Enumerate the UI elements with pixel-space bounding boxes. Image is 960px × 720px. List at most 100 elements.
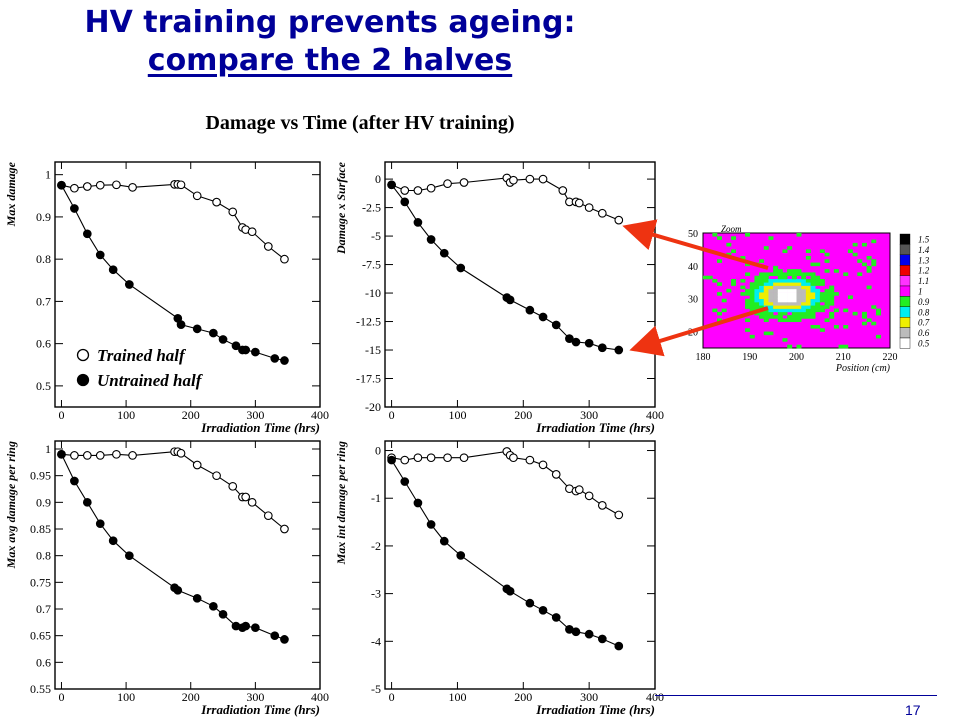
x-tick-label: 300 bbox=[580, 408, 598, 422]
heatmap-cell bbox=[810, 262, 816, 267]
data-point bbox=[614, 345, 624, 355]
heatmap-cell bbox=[745, 233, 751, 237]
heatmap-cell bbox=[810, 295, 816, 300]
x-tick-label: 0 bbox=[58, 690, 64, 704]
scale-label: 0.5 bbox=[918, 339, 930, 349]
heatmap-cell bbox=[763, 298, 769, 303]
y-tick-label: 0.8 bbox=[36, 549, 51, 563]
data-point bbox=[597, 634, 607, 644]
x-tick-label: 100 bbox=[117, 690, 135, 704]
heatmap-cell bbox=[829, 302, 835, 306]
heatmap-cell bbox=[759, 259, 765, 263]
x-tick-label: 0 bbox=[389, 690, 395, 704]
data-point bbox=[70, 451, 79, 460]
heatmap-cell bbox=[749, 282, 755, 286]
heatmap-cell bbox=[796, 295, 802, 300]
heatmap-cell bbox=[777, 282, 783, 286]
heatmap-cell bbox=[829, 315, 835, 319]
heatmap-cell bbox=[819, 249, 825, 254]
heatmap-cell bbox=[810, 279, 816, 283]
heatmap-cell bbox=[852, 252, 858, 257]
heatmap-cell bbox=[838, 344, 844, 349]
data-point bbox=[270, 354, 280, 363]
scale-swatch bbox=[899, 254, 911, 266]
heatmap-cell bbox=[721, 308, 727, 313]
heatmap-cell bbox=[819, 292, 825, 296]
heatmap-cell bbox=[801, 275, 807, 280]
heatmap-cell bbox=[763, 282, 769, 286]
scale-swatch bbox=[899, 265, 911, 276]
heatmap-cell bbox=[861, 242, 867, 247]
heatmap-cell bbox=[829, 288, 835, 293]
heatmap-cell bbox=[745, 328, 751, 332]
heatmap-cell bbox=[754, 292, 760, 296]
heatmap-cell bbox=[805, 302, 811, 306]
heatmap-cell bbox=[801, 292, 807, 296]
data-point bbox=[509, 453, 518, 463]
data-point bbox=[525, 174, 535, 184]
x-tick-label: 400 bbox=[311, 690, 329, 704]
data-point bbox=[95, 451, 105, 460]
heatmap-cell bbox=[768, 302, 774, 306]
heatmap-cell bbox=[805, 311, 811, 316]
heatmap-cell bbox=[847, 249, 853, 254]
plot-frame bbox=[54, 440, 321, 690]
scale-label: 1.1 bbox=[918, 276, 929, 286]
heatmap-cell bbox=[749, 292, 755, 296]
y-tick-label: -1 bbox=[371, 491, 381, 505]
heatmap-cell bbox=[763, 311, 769, 316]
heatmap-cell bbox=[754, 305, 760, 309]
heatmap-cell bbox=[861, 262, 867, 267]
heatmap-cell bbox=[810, 285, 816, 290]
chart-1: 0 100 200 300 400 0.5 0.6 0.7 0.8 0.9 1 Irradiation… bbox=[4, 161, 329, 435]
heatmap-cell bbox=[871, 262, 877, 267]
heatmap-cell bbox=[796, 285, 802, 290]
x-tick-label: 100 bbox=[448, 690, 466, 704]
heatmap-cell bbox=[787, 285, 793, 290]
heatmap-cell bbox=[824, 252, 830, 257]
heatmap-cell bbox=[871, 305, 877, 309]
heatmap-cell bbox=[787, 298, 793, 303]
data-point bbox=[176, 180, 186, 190]
heatmap-cell bbox=[777, 308, 783, 313]
heatmap-cell bbox=[717, 311, 722, 316]
heatmap-cell bbox=[759, 311, 765, 316]
y-tick-label: 1 bbox=[45, 168, 51, 182]
heatmap-cell bbox=[819, 305, 825, 309]
data-point bbox=[192, 593, 202, 603]
heatmap-cell bbox=[768, 288, 774, 293]
heatmap-cell bbox=[763, 275, 769, 280]
x-tick-label: 300 bbox=[246, 408, 264, 422]
heatmap-cell bbox=[777, 285, 783, 290]
data-point bbox=[270, 631, 280, 641]
heatmap-cell bbox=[787, 279, 793, 283]
heatmap-cell bbox=[875, 308, 881, 313]
data-point bbox=[525, 305, 535, 315]
data-point bbox=[574, 198, 584, 208]
data-point bbox=[584, 491, 594, 501]
data-point bbox=[456, 263, 466, 273]
heatmap-cell bbox=[703, 275, 708, 280]
y-tick-label: 0.5 bbox=[36, 379, 51, 393]
data-point bbox=[128, 451, 137, 460]
heatmap-cell bbox=[754, 285, 760, 290]
heatmap-cell bbox=[763, 292, 769, 296]
data-point bbox=[173, 585, 183, 595]
heatmap-cell bbox=[763, 295, 769, 300]
heatmap-cell bbox=[782, 311, 788, 316]
heatmap-cell bbox=[833, 325, 839, 329]
heatmap-cell bbox=[787, 315, 793, 319]
heatmap-cell bbox=[796, 269, 802, 273]
scale-label: 0.8 bbox=[918, 307, 930, 317]
heatmap-cell bbox=[791, 292, 797, 296]
data-point bbox=[263, 511, 273, 521]
heatmap-cell bbox=[829, 311, 835, 316]
heatmap-cell bbox=[768, 298, 774, 303]
heatmap-cell bbox=[726, 288, 732, 293]
heatmap-cell bbox=[726, 252, 732, 257]
data-point bbox=[82, 182, 92, 191]
heatmap-cell bbox=[801, 288, 807, 293]
heatmap-cell bbox=[707, 275, 713, 280]
heatmap-cell bbox=[754, 311, 760, 316]
data-point bbox=[400, 477, 410, 486]
